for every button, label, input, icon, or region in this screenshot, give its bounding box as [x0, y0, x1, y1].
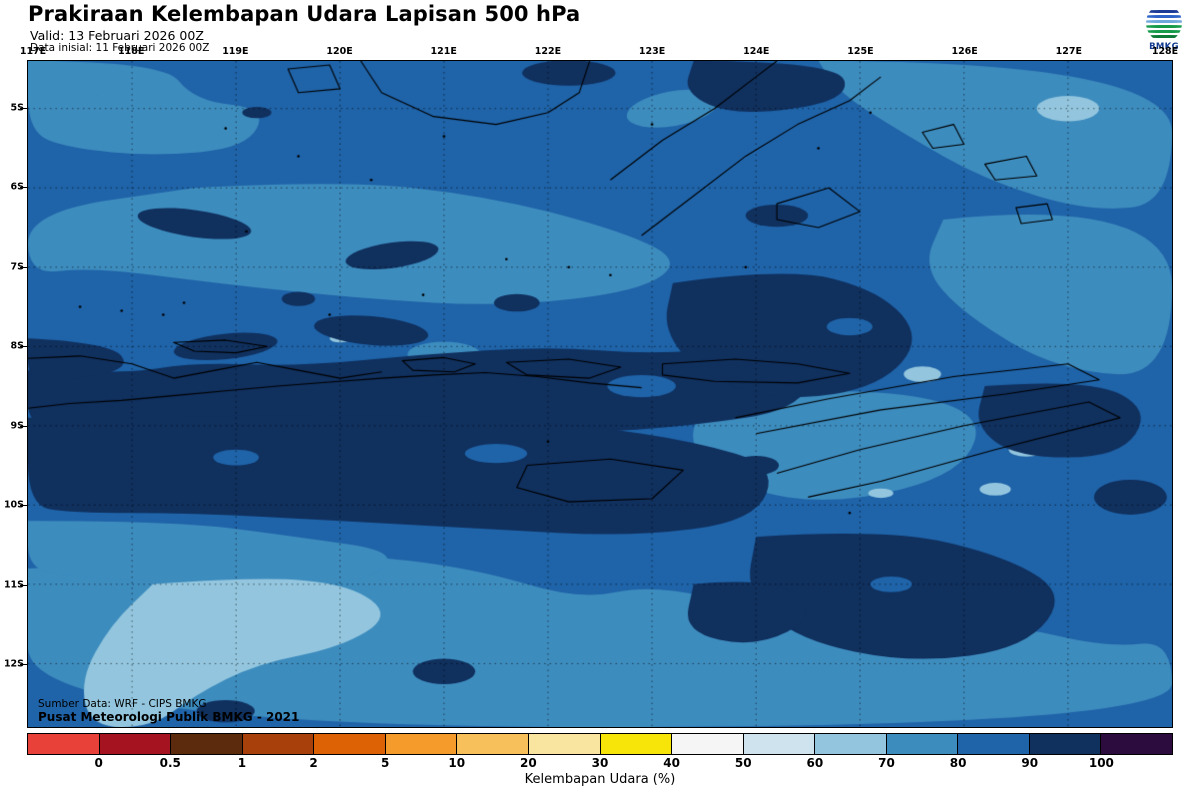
y-axis-tickmark — [20, 266, 27, 268]
colorbar-segment-12 — [886, 734, 959, 754]
colorbar-tick-20: 20 — [520, 756, 537, 770]
colorbar-segment-7 — [528, 734, 601, 754]
colorbar-tick-2: 2 — [309, 756, 318, 770]
colorbar-tick-40: 40 — [663, 756, 680, 770]
bmkg-logo: BMKG — [1140, 4, 1188, 54]
map-plot-area[interactable] — [27, 60, 1173, 728]
colorbar-tick-80: 80 — [949, 756, 967, 770]
logo-disc-icon — [1146, 4, 1182, 42]
colorbar-tick-5: 5 — [380, 756, 390, 770]
colorbar-tick-70: 70 — [878, 756, 895, 770]
x-axis-tick-123E: 123E — [638, 46, 666, 57]
y-axis-tickmark — [20, 584, 27, 586]
x-axis-tick-126E: 126E — [951, 46, 978, 57]
y-axis-tick-9S: 9S — [10, 420, 24, 432]
x-axis-tick-118E: 118E — [118, 46, 145, 57]
colorbar-segment-3 — [242, 734, 315, 754]
y-axis-tick-10S: 10S — [3, 499, 24, 511]
colorbar-tick-100: 100 — [1088, 756, 1114, 770]
y-axis-tick-12S: 12S — [3, 658, 24, 670]
humidity-field-canvas-wrap — [28, 61, 1172, 727]
colorbar-tick-30: 30 — [591, 756, 609, 770]
colorbar-segment-14 — [1029, 734, 1102, 754]
source-credit-line1: Sumber Data: WRF - CIPS BMKG — [38, 698, 207, 710]
y-axis-tickmark — [20, 425, 27, 427]
y-axis-tick-5S: 5S — [10, 102, 24, 114]
colorbar-segment-6 — [457, 734, 529, 754]
y-axis-tickmark — [20, 346, 27, 348]
colorbar-label: Kelembapan Udara (%) — [524, 772, 676, 787]
y-axis-tick-7S: 7S — [10, 261, 24, 273]
logo-text: BMKG — [1149, 42, 1179, 52]
colorbar-tick-10: 10 — [448, 756, 466, 770]
colorbar-segment-13 — [958, 734, 1030, 754]
page-title: Prakiraan Kelembapan Udara Lapisan 500 h… — [28, 2, 581, 26]
x-axis-tick-127E: 127E — [1055, 46, 1082, 57]
y-axis-tick-11S: 11S — [3, 579, 24, 591]
colorbar-tick-90: 90 — [1021, 756, 1039, 770]
x-axis-tick-121E: 121E — [430, 46, 457, 57]
y-axis-tickmark — [20, 107, 27, 109]
colorbar-segment-0 — [28, 734, 100, 754]
x-axis-tick-117E: 117E — [19, 46, 47, 57]
valid-time-label: Valid: 13 Februari 2026 00Z — [30, 28, 204, 43]
colorbar-segment-11 — [815, 734, 887, 754]
header: Prakiraan Kelembapan Udara Lapisan 500 h… — [0, 0, 1200, 58]
x-axis-tick-125E: 125E — [847, 46, 874, 57]
colorbar-tick-0: 0 — [94, 756, 103, 770]
colorbar[interactable] — [27, 733, 1173, 755]
y-axis-tickmark — [20, 187, 27, 189]
x-axis-tick-119E: 119E — [222, 46, 249, 57]
y-axis-tickmark — [20, 664, 27, 666]
x-axis-tick-122E: 122E — [534, 46, 562, 57]
x-axis-tick-124E: 124E — [743, 46, 770, 57]
y-axis-tickmark — [20, 505, 27, 507]
colorbar-segment-8 — [600, 734, 673, 754]
y-axis-tick-8S: 8S — [10, 340, 24, 352]
colorbar-tick-50: 50 — [734, 756, 752, 770]
colorbar-segment-9 — [672, 734, 744, 754]
colorbar-tick-60: 60 — [806, 756, 824, 770]
x-axis-tick-128E: 128E — [1151, 46, 1179, 57]
colorbar-segment-4 — [314, 734, 386, 754]
colorbar-segment-10 — [743, 734, 816, 754]
colorbar-tick-1: 1 — [237, 756, 247, 770]
colorbar-segment-5 — [385, 734, 458, 754]
colorbar-segment-1 — [99, 734, 172, 754]
y-axis-tick-6S: 6S — [10, 181, 24, 193]
colorbar-tick-0.5: 0.5 — [159, 756, 181, 770]
x-axis-tick-120E: 120E — [326, 46, 353, 57]
humidity-contour-map — [28, 61, 1172, 727]
colorbar-segment-15 — [1101, 734, 1172, 754]
initial-data-label: Data inisial: 11 Februari 2026 00Z — [30, 42, 210, 54]
colorbar-segment-2 — [171, 734, 243, 754]
source-credit-line2: Pusat Meteorologi Publik BMKG - 2021 — [38, 710, 300, 724]
